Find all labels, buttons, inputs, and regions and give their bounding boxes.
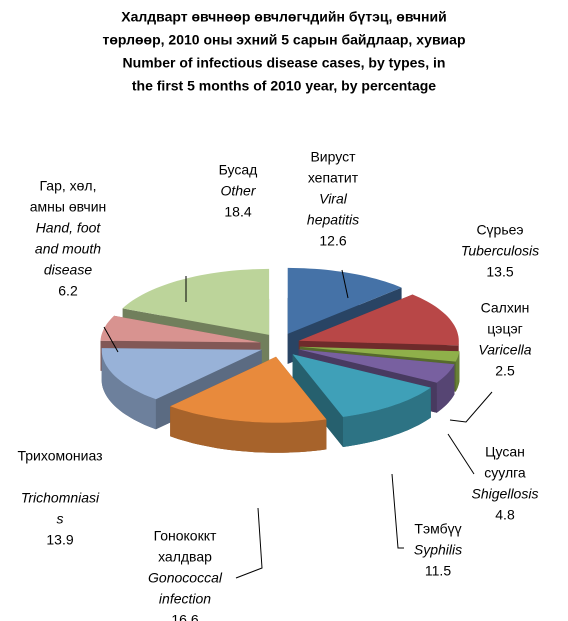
data-label: 13.5 <box>486 264 513 280</box>
data-label: 2.5 <box>495 363 515 379</box>
slice-label-en: Syphilis <box>414 542 462 558</box>
slice-label: Гонококкт <box>154 528 217 544</box>
slice <box>170 356 327 453</box>
slice <box>292 354 431 447</box>
slice-label-en: s <box>57 511 64 527</box>
data-label: 4.8 <box>495 507 515 523</box>
slice-top <box>122 268 270 335</box>
data-label: 11.5 <box>425 563 451 579</box>
slice-label-en: Gonococcal <box>148 570 223 586</box>
slice-label-en: hepatitis <box>307 212 359 228</box>
slice-label-en: and mouth <box>35 241 101 257</box>
slice-label-en: Viral <box>319 191 348 207</box>
slice-label-en: Other <box>220 183 256 199</box>
slice-label-en: infection <box>159 591 211 607</box>
slice-label: цэцэг <box>487 321 522 337</box>
slice-label: Вируст <box>310 149 356 165</box>
data-label: 6.2 <box>58 283 78 299</box>
leader-line <box>103 326 119 353</box>
slice-side <box>292 354 343 447</box>
slice-label: Цусан <box>485 444 525 460</box>
slice-top <box>292 354 431 417</box>
slice-label: Тэмбүү <box>414 521 461 537</box>
slice-label-en: Varicella <box>478 342 531 358</box>
leader-line <box>449 391 493 423</box>
leader-line <box>341 269 349 299</box>
slice-rim <box>343 387 431 447</box>
slice-rim <box>455 351 460 392</box>
slice-top <box>101 348 262 400</box>
slice-top <box>170 356 327 423</box>
slice-label-en: Hand, foot <box>36 220 102 236</box>
data-label: 18.4 <box>224 204 251 220</box>
slice-label-en: Shigellosis <box>472 486 539 502</box>
slice-top <box>298 294 459 346</box>
leader-line <box>391 473 404 549</box>
slice-label: суулга <box>484 465 526 481</box>
slice-label: амны өвчин <box>30 199 107 215</box>
slice-label-en: Trichomniasi <box>21 490 100 506</box>
slice-label-en: Tuberculosis <box>461 243 539 259</box>
slice-top <box>298 349 455 383</box>
chart-title: төрлөөр, 2010 оны эхний 5 сарын байдлаар… <box>102 32 465 48</box>
data-label: 13.9 <box>46 532 73 548</box>
slice-rim <box>170 406 327 453</box>
chart-title: Халдварт өвчнөөр өвчлөгчдийн бүтэц, өвчн… <box>121 9 446 25</box>
slice-top <box>100 315 261 343</box>
slice-label: Трихомониаз <box>17 448 102 464</box>
chart-title: Number of infectious disease cases, by t… <box>123 55 446 71</box>
chart-title: the first 5 months of 2010 year, by perc… <box>132 78 436 94</box>
slice-label-en: disease <box>44 262 92 278</box>
slice-top <box>299 346 460 362</box>
data-label: 16.6 <box>171 612 198 621</box>
slice-label: Бусад <box>219 162 258 178</box>
slice-label: Сүрьеэ <box>476 222 523 238</box>
leader-line <box>447 433 475 475</box>
slice-label: Салхин <box>481 300 530 316</box>
data-label: 12.6 <box>319 233 346 249</box>
slice-top <box>287 267 402 334</box>
slice-label: Гар, хөл, <box>40 178 97 194</box>
slice-label: халдвар <box>158 549 212 565</box>
slice-rim <box>101 349 156 430</box>
slice-label: хепатит <box>308 170 359 186</box>
slice-rim <box>436 364 455 413</box>
leader-line <box>235 507 263 579</box>
